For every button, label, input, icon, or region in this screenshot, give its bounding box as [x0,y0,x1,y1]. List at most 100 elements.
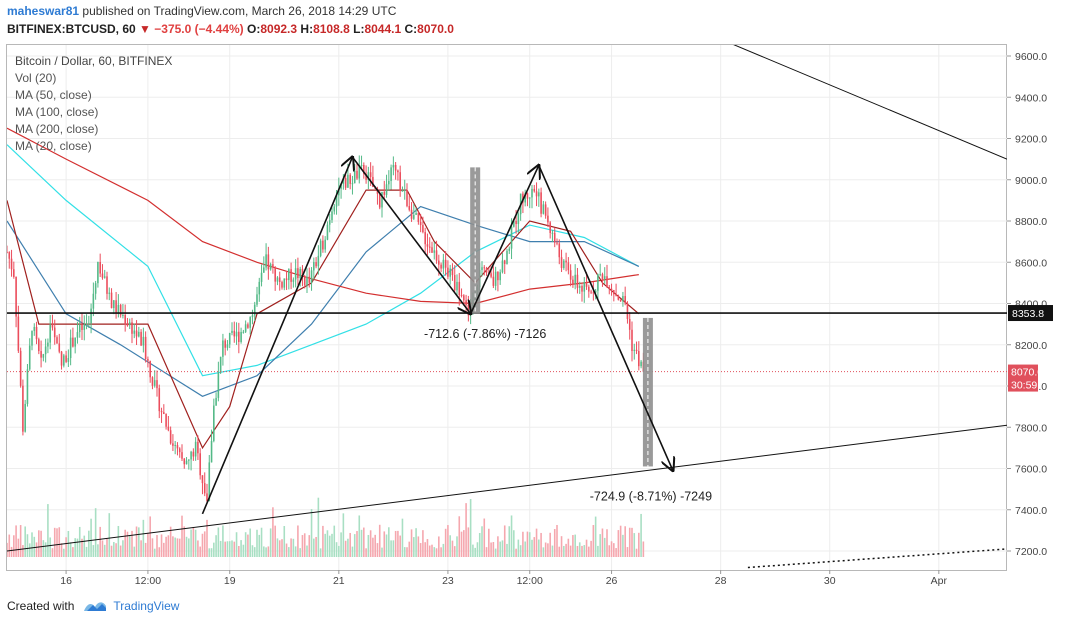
volume-bar [283,526,286,557]
projection-box [642,317,653,467]
candle-body [506,250,508,264]
candle-body [44,346,47,355]
volume-bar [417,536,420,557]
volume-bar [469,499,472,557]
candle-body [99,262,101,274]
low-label: L: [353,22,365,36]
volume-bar [38,530,40,557]
volume-bar [353,534,356,557]
volume-bar [213,542,215,557]
candle-body [174,445,176,447]
candle-body [322,240,324,250]
created-with-text: Created with [7,599,75,613]
candle-body [563,260,565,268]
candle-body [499,272,501,281]
candle-body [535,191,538,197]
volume-bar [428,545,431,557]
candle-body [226,344,229,348]
volume-bar [631,527,633,557]
x-tick-label: 30 [824,575,836,587]
volume-bar [506,543,508,557]
volume-bar [383,531,386,557]
candle-body [547,215,549,223]
candle-body [163,412,165,414]
author-name[interactable]: maheswar81 [7,4,80,18]
legend-item-ma100[interactable]: MA (100, close) [15,105,99,119]
volume-bar [322,525,324,557]
volume-bar [490,542,492,557]
candle-body [267,254,270,270]
candle-body [456,281,458,291]
volume-bar [144,542,147,557]
trendline [733,45,1007,160]
candle-body [560,257,563,268]
candle-body [65,355,67,362]
volume-bar [15,525,17,557]
candle-body [510,226,513,249]
drawings [7,45,1007,569]
volume-bar [288,547,290,557]
candle-body [119,304,122,316]
candle-body [22,385,24,432]
volume-bar [156,535,158,557]
candle-body [178,448,181,453]
volume-bar [185,536,188,557]
tradingview-brand[interactable]: TradingView [113,599,180,613]
volume-bar [533,537,536,557]
candle-body [444,259,447,268]
volume-bar [42,540,45,557]
candle-body [551,232,554,234]
volume-bar [253,547,256,557]
legend-item-volume[interactable]: Vol (20) [15,71,57,85]
volume-bar [76,538,79,557]
volume-bar [335,542,338,557]
candle-body [428,246,431,248]
volume-bar [519,545,522,557]
volume-bar [435,548,438,557]
projection-label: -712.6 (-7.86%) -7126 [424,327,546,341]
candle-body [260,272,263,282]
legend-item-ma200[interactable]: MA (200, close) [15,122,99,136]
candle-body [113,300,115,309]
volume-bar [94,508,97,557]
candle-body [247,324,249,328]
volume-bar [192,526,195,557]
volume-bar [492,542,495,557]
candle-body [151,377,154,386]
candle-body [269,264,272,270]
candle-body [117,304,120,314]
candle-body [544,204,547,216]
candle-body [438,260,440,265]
candle-body [460,295,463,297]
volume-bar [110,545,113,557]
candle-body [233,330,236,337]
candle-body [360,165,363,167]
candle-body [92,293,95,309]
candle-body [147,359,149,361]
volume-bar [172,536,174,557]
candle-body [433,250,436,253]
volume-bar [153,548,156,557]
volume-bar [19,525,22,557]
volume-bar [83,535,86,557]
volume-bar [265,547,267,557]
candle-body [301,268,304,277]
volume-bar [456,536,458,557]
volume-bar [281,539,283,557]
candle-body [76,332,79,338]
candle-body [440,264,442,269]
candle-body [35,326,38,340]
candle-body [133,330,136,334]
volume-bar [608,545,611,557]
volume-bar [26,534,29,557]
volume-bar [626,547,629,557]
legend-item-ma20[interactable]: MA (20, close) [15,139,92,153]
candle-body [540,192,542,214]
legend-item-ma50[interactable]: MA (50, close) [15,88,92,102]
candle-body [140,331,142,346]
candle-body [190,451,192,460]
volume-bar [367,534,370,557]
candle-body [358,165,361,179]
volume-bar [258,534,261,557]
